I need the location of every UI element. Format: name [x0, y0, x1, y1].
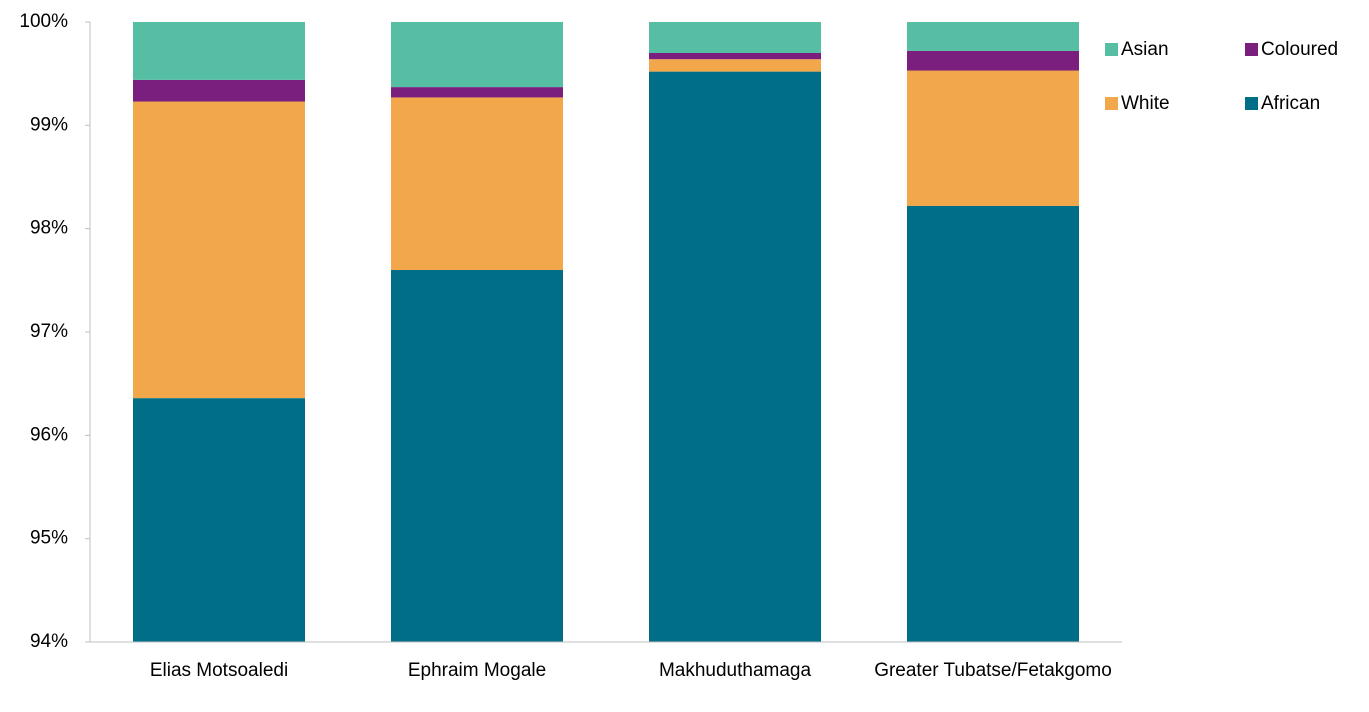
- bar-segment: [391, 87, 563, 98]
- legend-swatch: [1105, 43, 1118, 56]
- x-tick-label: Ephraim Mogale: [408, 660, 546, 681]
- legend-label: African: [1261, 93, 1320, 114]
- y-tick-label: 95%: [30, 528, 68, 549]
- legend-label: White: [1121, 93, 1170, 114]
- y-tick-label: 97%: [30, 321, 68, 342]
- y-tick-label: 100%: [19, 11, 68, 32]
- bar-segment: [649, 22, 821, 53]
- legend-swatch: [1105, 97, 1118, 110]
- y-tick-label: 98%: [30, 218, 68, 239]
- bar-segment: [649, 53, 821, 60]
- bar-segment: [133, 22, 305, 80]
- x-tick-label: Makhuduthamaga: [659, 660, 812, 681]
- bar-segment: [133, 79, 305, 102]
- bar-segment: [391, 97, 563, 270]
- x-tick-label: Greater Tubatse/Fetakgomo: [874, 660, 1112, 681]
- bar-segment: [391, 22, 563, 88]
- bar-segment: [133, 101, 305, 399]
- bar-segment: [391, 270, 563, 642]
- bar-segment: [907, 205, 1079, 642]
- x-tick-label: Elias Motsoaledi: [150, 660, 288, 681]
- bar-segment: [907, 22, 1079, 51]
- bar-segment: [907, 70, 1079, 206]
- y-tick-label: 94%: [30, 631, 68, 652]
- legend-label: Coloured: [1261, 39, 1338, 60]
- legend-swatch: [1245, 43, 1258, 56]
- y-tick-label: 96%: [30, 424, 68, 445]
- y-tick-label: 99%: [30, 114, 68, 135]
- legend-label: Asian: [1121, 39, 1169, 60]
- bar-segment: [649, 71, 821, 643]
- bar-segment: [907, 50, 1079, 71]
- bar-segment: [649, 59, 821, 72]
- legend-swatch: [1245, 97, 1258, 110]
- bar-segment: [133, 398, 305, 642]
